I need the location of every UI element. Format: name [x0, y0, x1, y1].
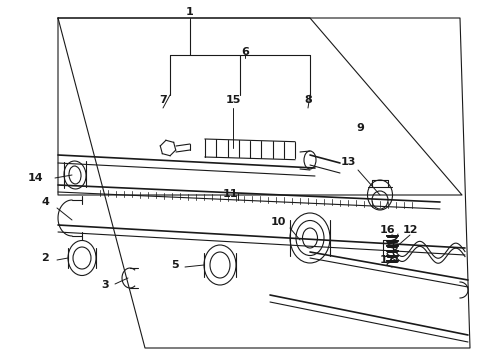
Text: 5: 5 — [171, 260, 179, 270]
Text: 4: 4 — [41, 197, 49, 207]
Text: 13: 13 — [341, 157, 356, 167]
Text: 9: 9 — [356, 123, 364, 133]
Text: 17: 17 — [379, 255, 395, 265]
Text: 6: 6 — [241, 47, 249, 57]
Text: 11: 11 — [222, 189, 238, 199]
Text: 3: 3 — [101, 280, 109, 290]
Text: 16: 16 — [379, 225, 395, 235]
Text: 12: 12 — [402, 225, 418, 235]
Text: 15: 15 — [225, 95, 241, 105]
Text: 14: 14 — [27, 173, 43, 183]
Text: 1: 1 — [186, 7, 194, 17]
Text: 7: 7 — [159, 95, 167, 105]
Text: 8: 8 — [304, 95, 312, 105]
Text: 10: 10 — [270, 217, 286, 227]
Text: 2: 2 — [41, 253, 49, 263]
